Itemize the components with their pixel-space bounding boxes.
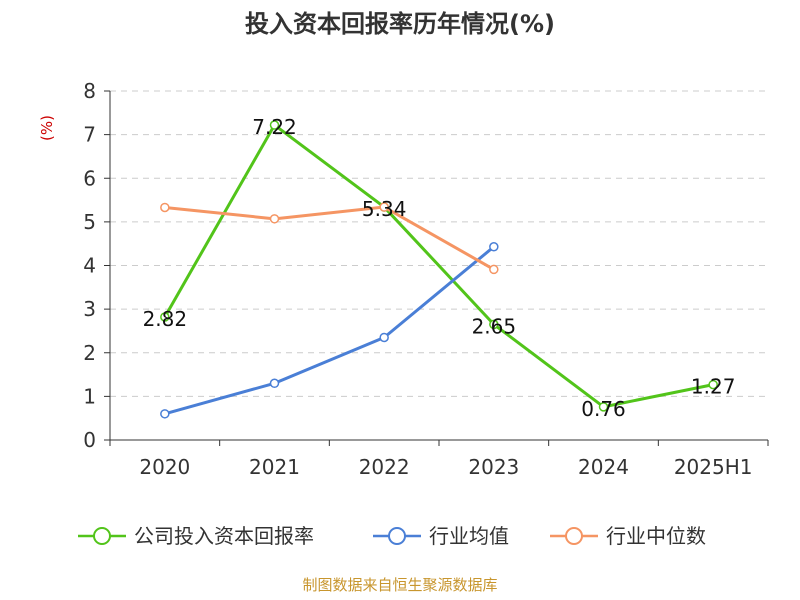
legend-item-2: 行业中位数 (550, 524, 706, 548)
data-label: 0.76 (581, 397, 626, 421)
data-point (489, 264, 499, 275)
x-tick-label: 2024 (578, 455, 629, 479)
y-tick-label: 2 (83, 341, 96, 365)
legend-item-1: 行业均值 (373, 524, 509, 548)
data-point (160, 409, 170, 419)
data-point (379, 202, 389, 212)
legend: 公司投入资本回报率 行业均值 行业中位数 (78, 524, 706, 548)
y-tick-label: 5 (83, 210, 96, 234)
series-lines (160, 120, 718, 419)
series-line (164, 205, 495, 271)
series-2 (160, 202, 499, 275)
legend-marker (388, 527, 406, 545)
x-tick-label: 2020 (139, 455, 190, 479)
data-label: 7.22 (252, 115, 297, 139)
chart-title: 投入资本回报率历年情况(%) (245, 10, 555, 38)
y-axis-unit: (%) (38, 115, 56, 141)
legend-marker (565, 527, 583, 545)
axes: 0 1 2 3 4 5 6 7 8 2020 2021 2022 2023 2024 2025H1 (83, 79, 769, 479)
y-tick-label: 4 (83, 254, 96, 278)
grid-lines (110, 90, 768, 397)
y-tick-label: 0 (83, 428, 96, 452)
y-tick-label: 8 (83, 79, 96, 103)
data-point (489, 319, 499, 330)
data-point (598, 402, 609, 412)
data-label: 2.65 (472, 314, 517, 338)
x-tick-label: 2025H1 (674, 455, 753, 479)
source-note: 制图数据来自恒生聚源数据库 (302, 576, 497, 594)
legend-label: 行业中位数 (606, 524, 706, 548)
x-tick-label: 2023 (468, 455, 519, 479)
data-label: 2.82 (143, 307, 188, 331)
x-tick-label: 2022 (359, 455, 410, 479)
data-label: 5.34 (362, 197, 407, 221)
data-label: 1.27 (691, 375, 736, 399)
y-tick-label: 1 (83, 384, 96, 408)
data-point (269, 378, 280, 389)
data-point (160, 312, 170, 322)
y-tick-label: 6 (83, 166, 96, 190)
legend-label: 行业均值 (429, 524, 509, 548)
legend-label: 公司投入资本回报率 (134, 524, 314, 548)
data-point (379, 332, 389, 343)
legend-marker (93, 527, 111, 545)
data-point (489, 241, 499, 252)
series-line (163, 123, 714, 409)
y-tick-label: 7 (83, 123, 96, 147)
x-tick-label: 2021 (249, 455, 300, 479)
y-tick-label: 3 (83, 297, 96, 321)
legend-item-0: 公司投入资本回报率 (78, 524, 314, 548)
series-line (164, 245, 495, 416)
series-1 (160, 241, 499, 419)
data-point (269, 214, 280, 224)
data-point (269, 120, 280, 130)
data-point (708, 379, 718, 390)
data-labels: 2.82 7.22 5.34 2.65 0.76 1.27 (143, 115, 736, 421)
data-point (160, 202, 170, 213)
